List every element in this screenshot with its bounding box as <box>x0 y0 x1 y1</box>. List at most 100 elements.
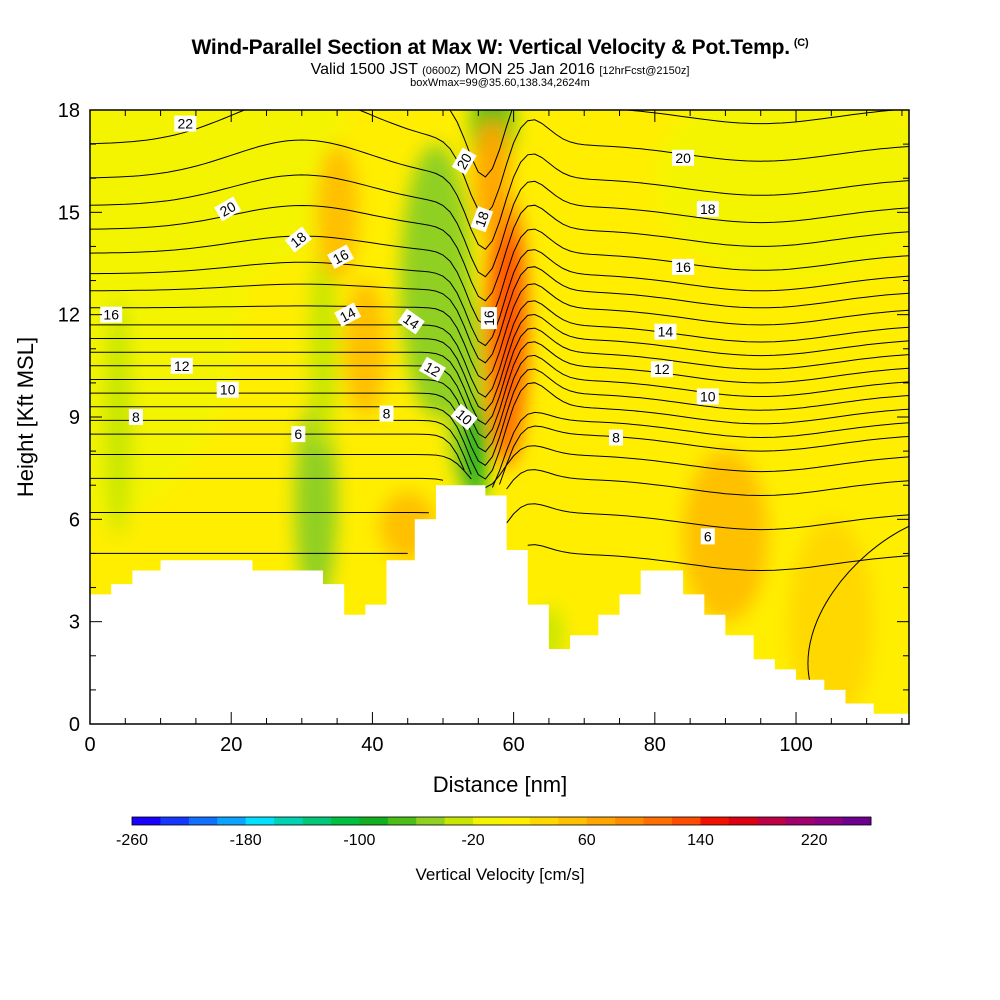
contour-label-bg <box>379 405 394 422</box>
contour-label-text: 12 <box>422 358 444 380</box>
theta-contour <box>90 327 909 426</box>
contour-label: 10 <box>696 388 719 405</box>
velocity-cell <box>788 519 874 724</box>
colorbar-swatch <box>330 817 360 825</box>
x-tick-label: 40 <box>361 734 383 756</box>
contour-label-text: 6 <box>294 426 302 442</box>
y-tick-label: 18 <box>58 100 80 122</box>
valid-prefix: Valid 1500 JST <box>310 61 418 78</box>
valid-time-line: Valid 1500 JST (0600Z) MON 25 Jan 2016 [… <box>0 61 1000 79</box>
colorbar-swatch <box>814 817 843 825</box>
x-axis-label: Distance [nm] <box>433 772 568 797</box>
contour-label: 18 <box>284 226 312 253</box>
contour-label-text: 16 <box>675 259 691 275</box>
y-tick-label: 0 <box>69 714 80 736</box>
colorbar-swatch <box>359 817 389 825</box>
colorbar-swatch <box>643 817 673 825</box>
colorbar-swatch <box>444 817 474 825</box>
colorbar-swatch <box>217 817 247 825</box>
contour-label: 8 <box>379 405 394 422</box>
contour-label: 22 <box>174 115 197 132</box>
contour-label-bg <box>451 147 477 175</box>
plot-axes: 0 20 40 60 80 100 0 3 6 9 12 15 18 Distance [nm] Heigh… <box>13 100 910 797</box>
colorbar-tick-label: -20 <box>462 832 485 849</box>
velocity-cell <box>654 110 909 281</box>
contour-label: 14 <box>654 323 677 340</box>
contour-label-text: 18 <box>472 209 492 229</box>
contour-label-text: 20 <box>453 150 475 172</box>
title-text: Wind-Parallel Section at Max W: Vertical… <box>191 36 791 59</box>
colorbar-swatch <box>245 817 275 825</box>
contour-label: 6 <box>291 426 306 443</box>
colorbar-swatch <box>785 817 815 825</box>
contour-label-bg <box>696 388 719 405</box>
colorbar-swatch <box>700 817 730 825</box>
contour-label-text: 6 <box>704 528 712 544</box>
colorbar-label: Vertical Velocity [cm/s] <box>415 865 584 884</box>
theta-contour <box>90 544 909 572</box>
y-tick-label: 3 <box>69 612 80 634</box>
contour-label-text: 8 <box>612 430 620 446</box>
colorbar-swatch <box>529 817 559 825</box>
colorbar-swatch <box>387 817 417 825</box>
colorbar-swatch <box>757 817 787 825</box>
colorbar: -260 -180 -100 -20 60 140 220 Vertical Velocity… <box>116 816 872 884</box>
contour-label-bg <box>654 323 677 340</box>
theta-contour <box>90 283 909 381</box>
contour-label: 16 <box>327 244 355 269</box>
contour-label-text: 16 <box>103 307 119 323</box>
contour-label: 20 <box>451 147 477 175</box>
contour-label: 10 <box>450 403 478 431</box>
contour-label: 16 <box>672 258 695 275</box>
contour-label: 18 <box>470 206 494 233</box>
contour-label: 6 <box>700 528 715 545</box>
contour-label-bg <box>170 357 193 374</box>
x-tick-label: 80 <box>644 734 666 756</box>
contour-label-text: 18 <box>700 201 716 217</box>
contour-label-text: 8 <box>383 406 391 422</box>
colorbar-tick-label: 220 <box>801 832 828 849</box>
box-info: boxWmax=99@35.60,138.34,2624m <box>410 77 590 89</box>
theta-contour <box>90 425 909 485</box>
theta-contour <box>90 110 909 216</box>
contour-label: 10 <box>216 381 239 398</box>
colorbar-swatch <box>586 817 616 825</box>
contour-label-bg <box>700 528 715 545</box>
colorbar-swatch <box>160 817 190 825</box>
colorbar-swatch <box>302 817 332 825</box>
contour-label: 20 <box>214 196 242 222</box>
contour-label-bg <box>128 409 143 425</box>
contour-label: 8 <box>128 409 143 425</box>
colorbar-swatch <box>842 817 872 825</box>
contour-label-text: 14 <box>337 304 358 326</box>
colorbar-swatch <box>132 817 161 825</box>
contour-label-text: 16 <box>330 246 351 268</box>
contour-label: 14 <box>397 308 425 335</box>
contour-label-bg <box>609 429 623 446</box>
theta-contour <box>90 266 909 364</box>
theta-contour <box>90 228 909 326</box>
contour-label-text: 12 <box>174 358 190 374</box>
theta-contour <box>90 382 909 480</box>
contour-label-text: 20 <box>217 198 239 220</box>
colorbar-swatch <box>274 817 303 825</box>
contour-label-text: 22 <box>178 116 194 132</box>
valid-date: MON 25 Jan 2016 <box>465 61 595 78</box>
x-tick-label: 20 <box>220 734 242 756</box>
copyright-mark: (C) <box>793 37 809 49</box>
theta-contour <box>90 503 909 531</box>
valid-utc: (0600Z) <box>422 65 461 77</box>
contour-label-bg <box>672 149 695 166</box>
velocity-cell <box>315 144 359 281</box>
theta-contour <box>90 469 909 497</box>
colorbar-tick-label: -260 <box>116 832 148 849</box>
theta-contour <box>807 525 909 684</box>
contour-label-bg <box>334 302 362 327</box>
contour-label: 8 <box>609 429 623 446</box>
x-tick-label: 0 <box>84 734 95 756</box>
terrain-mask <box>90 485 909 724</box>
contour-label-bg <box>470 206 494 233</box>
theta-contour <box>90 341 909 439</box>
contour-label-bg <box>100 306 123 323</box>
